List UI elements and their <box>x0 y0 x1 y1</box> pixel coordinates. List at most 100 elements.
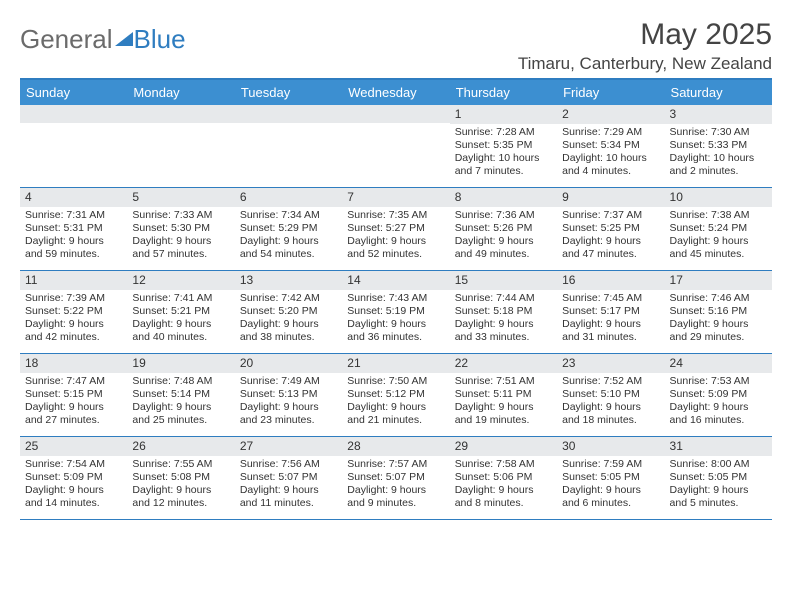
sunrise-text: Sunrise: 7:36 AM <box>455 209 552 222</box>
sunrise-text: Sunrise: 7:56 AM <box>240 458 337 471</box>
sunrise-text: Sunrise: 7:28 AM <box>455 126 552 139</box>
day-number: 3 <box>665 105 772 124</box>
day-cell <box>20 105 127 187</box>
daylight-text: and 47 minutes. <box>562 248 659 261</box>
day-number: 15 <box>450 271 557 290</box>
day-cell: 19Sunrise: 7:48 AMSunset: 5:14 PMDayligh… <box>127 354 234 436</box>
day-cell: 8Sunrise: 7:36 AMSunset: 5:26 PMDaylight… <box>450 188 557 270</box>
sunset-text: Sunset: 5:06 PM <box>455 471 552 484</box>
sunset-text: Sunset: 5:27 PM <box>347 222 444 235</box>
daylight-text: Daylight: 9 hours <box>25 318 122 331</box>
daylight-text: and 25 minutes. <box>132 414 229 427</box>
sunset-text: Sunset: 5:29 PM <box>240 222 337 235</box>
day-cell: 10Sunrise: 7:38 AMSunset: 5:24 PMDayligh… <box>665 188 772 270</box>
sunset-text: Sunset: 5:13 PM <box>240 388 337 401</box>
sunset-text: Sunset: 5:16 PM <box>670 305 767 318</box>
sunset-text: Sunset: 5:22 PM <box>25 305 122 318</box>
daylight-text: and 7 minutes. <box>455 165 552 178</box>
daylight-text: Daylight: 9 hours <box>132 318 229 331</box>
sunrise-text: Sunrise: 7:45 AM <box>562 292 659 305</box>
daylight-text: and 5 minutes. <box>670 497 767 510</box>
day-number <box>235 105 342 123</box>
day-number: 2 <box>557 105 664 124</box>
day-cell: 11Sunrise: 7:39 AMSunset: 5:22 PMDayligh… <box>20 271 127 353</box>
day-cell: 18Sunrise: 7:47 AMSunset: 5:15 PMDayligh… <box>20 354 127 436</box>
day-number: 23 <box>557 354 664 373</box>
sunrise-text: Sunrise: 7:49 AM <box>240 375 337 388</box>
weekday-header-row: Sunday Monday Tuesday Wednesday Thursday… <box>20 80 772 105</box>
day-cell: 27Sunrise: 7:56 AMSunset: 5:07 PMDayligh… <box>235 437 342 519</box>
day-cell: 20Sunrise: 7:49 AMSunset: 5:13 PMDayligh… <box>235 354 342 436</box>
day-number <box>342 105 449 123</box>
daylight-text: Daylight: 9 hours <box>455 318 552 331</box>
day-info: Sunrise: 7:34 AMSunset: 5:29 PMDaylight:… <box>235 207 342 265</box>
daylight-text: Daylight: 9 hours <box>670 318 767 331</box>
day-number: 5 <box>127 188 234 207</box>
logo-text-general: General <box>20 24 113 55</box>
day-number: 31 <box>665 437 772 456</box>
day-info: Sunrise: 7:51 AMSunset: 5:11 PMDaylight:… <box>450 373 557 431</box>
sunrise-text: Sunrise: 7:41 AM <box>132 292 229 305</box>
weekday-header: Saturday <box>665 80 772 105</box>
daylight-text: Daylight: 9 hours <box>347 235 444 248</box>
day-number: 20 <box>235 354 342 373</box>
daylight-text: and 11 minutes. <box>240 497 337 510</box>
day-info: Sunrise: 7:31 AMSunset: 5:31 PMDaylight:… <box>20 207 127 265</box>
sunrise-text: Sunrise: 7:48 AM <box>132 375 229 388</box>
day-cell: 4Sunrise: 7:31 AMSunset: 5:31 PMDaylight… <box>20 188 127 270</box>
weekday-header: Friday <box>557 80 664 105</box>
daylight-text: and 16 minutes. <box>670 414 767 427</box>
sunset-text: Sunset: 5:10 PM <box>562 388 659 401</box>
daylight-text: and 57 minutes. <box>132 248 229 261</box>
daylight-text: Daylight: 9 hours <box>562 484 659 497</box>
sunrise-text: Sunrise: 7:59 AM <box>562 458 659 471</box>
day-cell: 24Sunrise: 7:53 AMSunset: 5:09 PMDayligh… <box>665 354 772 436</box>
sunrise-text: Sunrise: 7:53 AM <box>670 375 767 388</box>
day-cell: 16Sunrise: 7:45 AMSunset: 5:17 PMDayligh… <box>557 271 664 353</box>
day-number: 6 <box>235 188 342 207</box>
day-cell: 26Sunrise: 7:55 AMSunset: 5:08 PMDayligh… <box>127 437 234 519</box>
day-info: Sunrise: 7:41 AMSunset: 5:21 PMDaylight:… <box>127 290 234 348</box>
daylight-text: and 45 minutes. <box>670 248 767 261</box>
sunset-text: Sunset: 5:12 PM <box>347 388 444 401</box>
day-number: 11 <box>20 271 127 290</box>
day-number: 7 <box>342 188 449 207</box>
daylight-text: Daylight: 9 hours <box>670 235 767 248</box>
day-info: Sunrise: 7:35 AMSunset: 5:27 PMDaylight:… <box>342 207 449 265</box>
daylight-text: Daylight: 9 hours <box>670 401 767 414</box>
day-number: 18 <box>20 354 127 373</box>
daylight-text: Daylight: 9 hours <box>670 484 767 497</box>
sunrise-text: Sunrise: 7:33 AM <box>132 209 229 222</box>
day-info: Sunrise: 7:36 AMSunset: 5:26 PMDaylight:… <box>450 207 557 265</box>
day-cell: 15Sunrise: 7:44 AMSunset: 5:18 PMDayligh… <box>450 271 557 353</box>
day-number: 26 <box>127 437 234 456</box>
sunrise-text: Sunrise: 7:34 AM <box>240 209 337 222</box>
sunset-text: Sunset: 5:07 PM <box>347 471 444 484</box>
day-cell: 29Sunrise: 7:58 AMSunset: 5:06 PMDayligh… <box>450 437 557 519</box>
week-row: 25Sunrise: 7:54 AMSunset: 5:09 PMDayligh… <box>20 437 772 520</box>
daylight-text: and 49 minutes. <box>455 248 552 261</box>
day-info: Sunrise: 7:46 AMSunset: 5:16 PMDaylight:… <box>665 290 772 348</box>
day-cell: 7Sunrise: 7:35 AMSunset: 5:27 PMDaylight… <box>342 188 449 270</box>
week-row: 11Sunrise: 7:39 AMSunset: 5:22 PMDayligh… <box>20 271 772 354</box>
sunrise-text: Sunrise: 7:43 AM <box>347 292 444 305</box>
daylight-text: and 19 minutes. <box>455 414 552 427</box>
sunset-text: Sunset: 5:35 PM <box>455 139 552 152</box>
daylight-text: and 31 minutes. <box>562 331 659 344</box>
daylight-text: Daylight: 9 hours <box>240 235 337 248</box>
daylight-text: and 9 minutes. <box>347 497 444 510</box>
sunrise-text: Sunrise: 7:30 AM <box>670 126 767 139</box>
sunset-text: Sunset: 5:30 PM <box>132 222 229 235</box>
sunset-text: Sunset: 5:20 PM <box>240 305 337 318</box>
daylight-text: and 38 minutes. <box>240 331 337 344</box>
day-info: Sunrise: 7:54 AMSunset: 5:09 PMDaylight:… <box>20 456 127 514</box>
daylight-text: Daylight: 9 hours <box>347 318 444 331</box>
day-cell: 28Sunrise: 7:57 AMSunset: 5:07 PMDayligh… <box>342 437 449 519</box>
daylight-text: and 8 minutes. <box>455 497 552 510</box>
sunrise-text: Sunrise: 7:54 AM <box>25 458 122 471</box>
day-number: 24 <box>665 354 772 373</box>
day-info: Sunrise: 7:55 AMSunset: 5:08 PMDaylight:… <box>127 456 234 514</box>
week-row: 4Sunrise: 7:31 AMSunset: 5:31 PMDaylight… <box>20 188 772 271</box>
day-number: 27 <box>235 437 342 456</box>
day-info: Sunrise: 7:45 AMSunset: 5:17 PMDaylight:… <box>557 290 664 348</box>
